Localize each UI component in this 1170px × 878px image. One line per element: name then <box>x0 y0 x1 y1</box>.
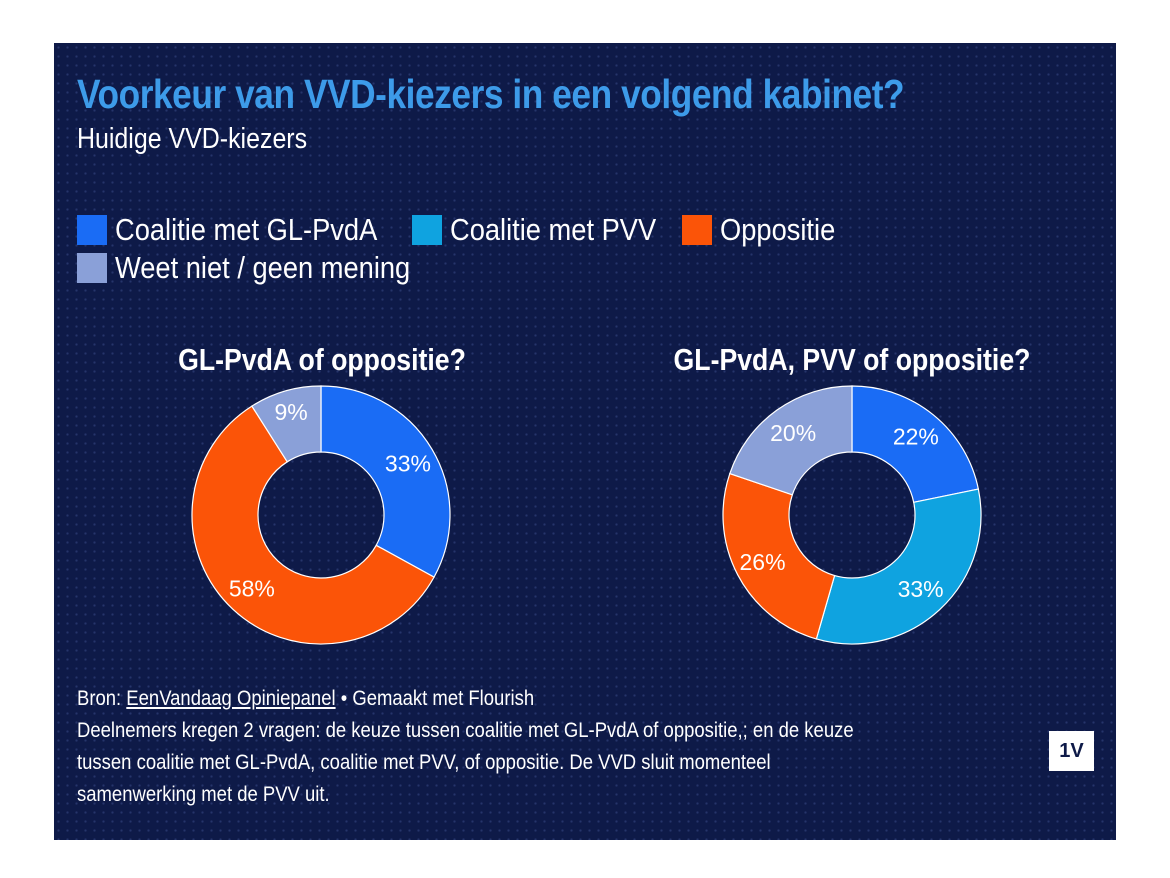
legend-item-gl-pvda[interactable]: Coalitie met GL-PvdA <box>77 212 413 248</box>
donut-slice[interactable] <box>815 488 982 645</box>
note-line: Deelnemers kregen 2 vragen: de keuze tus… <box>77 719 854 742</box>
source-suffix: • Gemaakt met Flourish <box>335 687 535 710</box>
donut-charts: GL-PvdA of oppositie? 33% 58% 9% GL-PvdA, PV… <box>178 343 1031 645</box>
donut-slice-label: 26% <box>739 549 785 575</box>
donut-slice-label: 22% <box>893 424 939 450</box>
legend-item-weet-niet[interactable]: Weet niet / geen mening <box>77 250 450 286</box>
legend-label: Coalitie met GL-PvdA <box>115 212 378 247</box>
legend-label: Oppositie <box>720 212 836 247</box>
donut-slice[interactable] <box>191 405 435 645</box>
donut-slice[interactable] <box>251 385 322 463</box>
donut-slice[interactable] <box>729 385 853 496</box>
source-prefix: Bron: <box>77 687 127 710</box>
eenvandaag-logo: 1V <box>1049 731 1094 771</box>
donut-title: GL-PvdA, PVV of oppositie? <box>674 343 1031 377</box>
donut-slice-label: 20% <box>770 420 816 446</box>
legend-item-oppositie[interactable]: Oppositie <box>682 212 851 248</box>
legend-label: Weet niet / geen mening <box>115 250 411 285</box>
donut-slice[interactable] <box>320 385 451 578</box>
source-link[interactable]: EenVandaag Opiniepanel <box>126 687 336 710</box>
note-line: samenwerking met de PVV uit. <box>77 783 330 806</box>
chart-subtitle: Huidige VVD-kiezers <box>77 123 308 155</box>
footer: Bron: EenVandaag Opiniepanel • Gemaakt m… <box>77 683 1037 811</box>
legend-swatch-gl-pvda <box>77 215 107 245</box>
donut-slice[interactable] <box>722 472 836 640</box>
donut-slice-label: 33% <box>385 451 431 477</box>
legend-swatch-weet-niet <box>77 253 107 283</box>
legend-label: Coalitie met PVV <box>450 212 657 247</box>
donut-slice-label: 33% <box>898 576 944 602</box>
legend-swatch-oppositie <box>682 215 713 245</box>
legend: Coalitie met GL-PvdA Coalitie met PVV Op… <box>77 211 977 287</box>
chart-panel: Voorkeur van VVD-kiezers in een volgend … <box>54 43 1116 840</box>
donut-slice-label: 9% <box>275 399 308 425</box>
legend-item-pvv[interactable]: Coalitie met PVV <box>412 212 684 248</box>
note-line: tussen coalitie met GL-PvdA, coalitie me… <box>77 751 771 774</box>
source-line: Bron: EenVandaag Opiniepanel • Gemaakt m… <box>77 683 922 715</box>
donut-slice-label: 58% <box>229 576 275 602</box>
donut-slice[interactable] <box>851 385 980 504</box>
donut-title: GL-PvdA of oppositie? <box>178 343 466 377</box>
legend-swatch-pvv <box>412 215 443 245</box>
chart-title: Voorkeur van VVD-kiezers in een volgend … <box>77 71 905 117</box>
